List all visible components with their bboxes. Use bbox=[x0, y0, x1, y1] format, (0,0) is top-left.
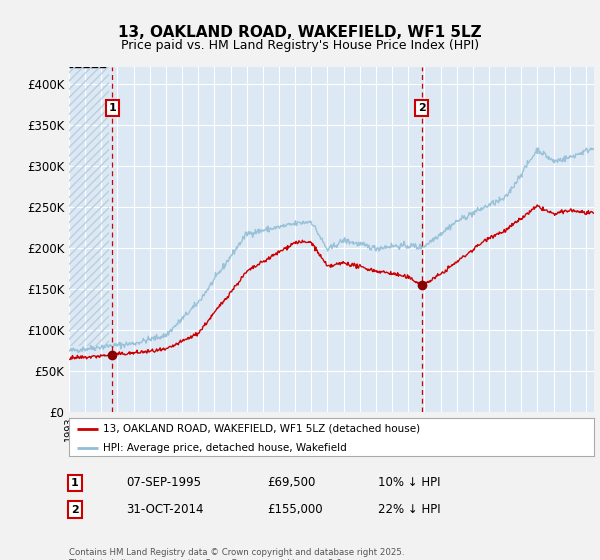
Text: £69,500: £69,500 bbox=[267, 476, 316, 489]
Text: 07-SEP-1995: 07-SEP-1995 bbox=[126, 476, 201, 489]
Text: 1: 1 bbox=[71, 478, 79, 488]
Text: 10% ↓ HPI: 10% ↓ HPI bbox=[378, 476, 440, 489]
Text: £155,000: £155,000 bbox=[267, 503, 323, 516]
Text: Price paid vs. HM Land Registry's House Price Index (HPI): Price paid vs. HM Land Registry's House … bbox=[121, 39, 479, 53]
Text: 2: 2 bbox=[418, 103, 425, 113]
Text: 2: 2 bbox=[71, 505, 79, 515]
Text: Contains HM Land Registry data © Crown copyright and database right 2025.
This d: Contains HM Land Registry data © Crown c… bbox=[69, 548, 404, 560]
Text: HPI: Average price, detached house, Wakefield: HPI: Average price, detached house, Wake… bbox=[103, 443, 347, 453]
Text: 13, OAKLAND ROAD, WAKEFIELD, WF1 5LZ: 13, OAKLAND ROAD, WAKEFIELD, WF1 5LZ bbox=[118, 25, 482, 40]
Text: 22% ↓ HPI: 22% ↓ HPI bbox=[378, 503, 440, 516]
Text: 31-OCT-2014: 31-OCT-2014 bbox=[126, 503, 203, 516]
Text: 1: 1 bbox=[109, 103, 116, 113]
Text: 13, OAKLAND ROAD, WAKEFIELD, WF1 5LZ (detached house): 13, OAKLAND ROAD, WAKEFIELD, WF1 5LZ (de… bbox=[103, 424, 420, 434]
